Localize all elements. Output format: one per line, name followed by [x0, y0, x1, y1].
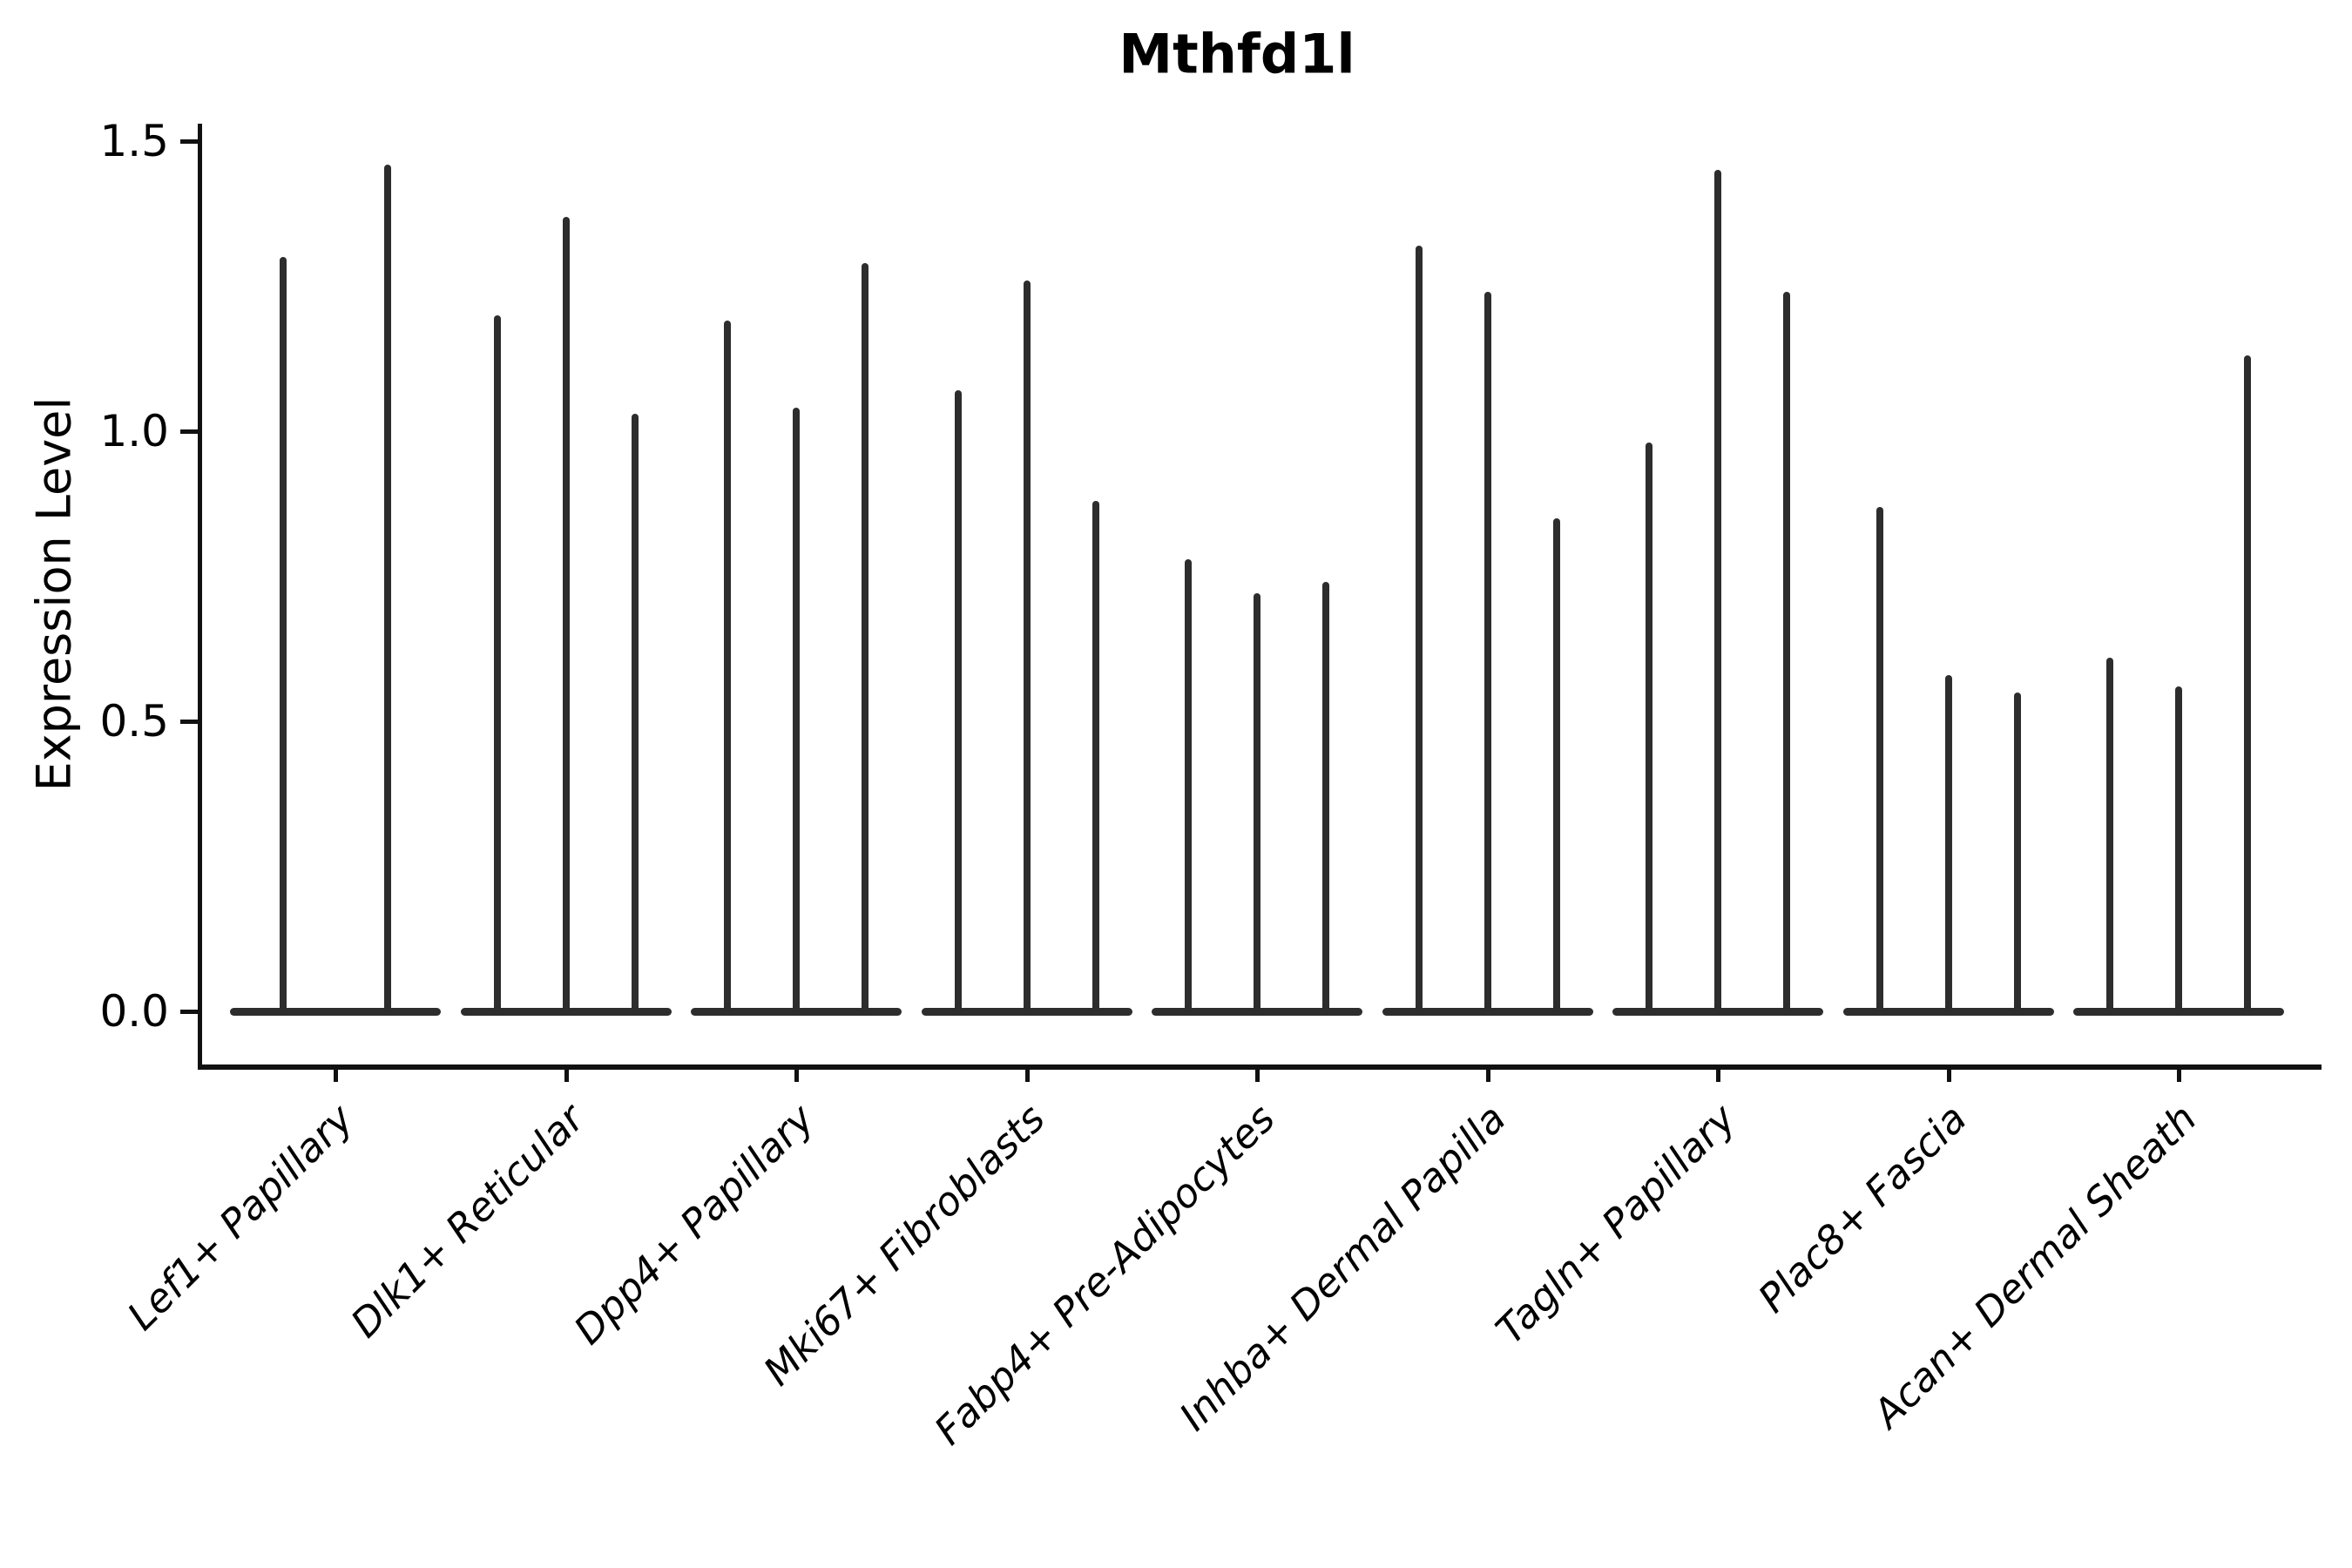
- violin-spike: [2013, 693, 2021, 1011]
- y-tick-label: 1.5: [99, 116, 169, 166]
- chart-title: Mthfd1l: [1119, 22, 1355, 86]
- x-tick: [1946, 1064, 1951, 1082]
- y-tick: [180, 139, 198, 144]
- violin-spike: [2175, 686, 2182, 1011]
- violin-base: [230, 1008, 441, 1016]
- y-tick: [180, 429, 198, 434]
- violin-spike: [1254, 593, 1260, 1011]
- violin-spike: [954, 390, 962, 1011]
- violin-base: [1612, 1008, 1823, 1016]
- violin-spike: [1783, 292, 1790, 1011]
- violin-spike: [1322, 582, 1329, 1011]
- y-tick: [180, 1010, 198, 1014]
- x-tick: [2177, 1064, 2181, 1082]
- violin-spike: [1092, 501, 1099, 1011]
- x-tick-label: Tagln+ Papillary: [1486, 1095, 1745, 1354]
- violin-spike: [384, 165, 391, 1011]
- violin-base: [2073, 1008, 2284, 1016]
- violin-spike: [1023, 280, 1031, 1011]
- violin-spike: [2244, 355, 2251, 1011]
- x-tick: [1485, 1064, 1490, 1082]
- y-tick-label: 0.5: [99, 696, 169, 747]
- violin-spike: [1876, 507, 1883, 1011]
- y-tick: [180, 720, 198, 724]
- violin-base: [921, 1008, 1132, 1016]
- violin-base: [1842, 1008, 2054, 1016]
- x-tick-label: Dpp4+ Papillary: [564, 1095, 823, 1354]
- violin-base: [1152, 1008, 1362, 1016]
- x-tick: [794, 1064, 799, 1082]
- violin-spike: [793, 408, 800, 1011]
- x-tick: [334, 1064, 338, 1082]
- violin-spike: [1646, 443, 1652, 1011]
- violin-spike: [493, 315, 501, 1011]
- x-tick-label: Plac8+ Fascia: [1748, 1095, 1976, 1322]
- x-tick-label: Lef1+ Papillary: [118, 1095, 362, 1340]
- violin-base: [691, 1008, 902, 1016]
- violin-spike: [1944, 675, 1952, 1011]
- violin-spike: [862, 263, 868, 1011]
- x-tick-label: Dlk1+ Reticular: [341, 1095, 593, 1347]
- y-tick-label: 1.0: [99, 406, 169, 456]
- violin-spike: [1714, 170, 1721, 1011]
- x-tick: [1255, 1064, 1260, 1082]
- violin-spike: [631, 414, 639, 1011]
- violin-spike: [1415, 246, 1423, 1011]
- x-tick: [564, 1064, 569, 1082]
- violin-spike: [562, 217, 570, 1011]
- violin-spike: [280, 257, 287, 1011]
- violin-base: [460, 1008, 672, 1016]
- x-tick: [1716, 1064, 1720, 1082]
- violin-spike: [724, 321, 731, 1011]
- y-tick-label: 0.0: [99, 986, 169, 1037]
- violin-spike: [1185, 559, 1192, 1011]
- violin-base: [1382, 1008, 1593, 1016]
- plot-area: [198, 124, 2322, 1070]
- violin-spike: [1552, 518, 1560, 1011]
- violin-spike: [2106, 658, 2113, 1011]
- violin-spike: [1484, 292, 1491, 1011]
- x-tick: [1024, 1064, 1030, 1082]
